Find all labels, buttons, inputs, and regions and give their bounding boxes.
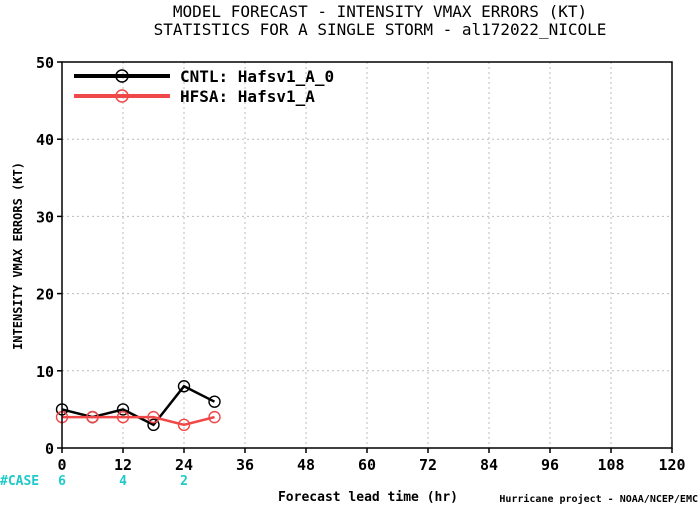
- hfsa-data-point: [116, 410, 130, 424]
- chart-subtitle: STATISTICS FOR A SINGLE STORM - al172022…: [154, 20, 607, 39]
- cntl-data-point: [177, 380, 191, 393]
- y-axis-label: INTENSITY VMAX ERRORS (KT): [11, 162, 25, 350]
- x-axis-label: Forecast lead time (hr): [278, 490, 458, 505]
- y-tick-label: 20: [36, 286, 54, 304]
- hfsa-legend-label: HFSA: Hafsv1_A: [180, 87, 315, 106]
- cntl-series-line: [61, 384, 216, 427]
- chart-title: MODEL FORECAST - INTENSITY VMAX ERRORS (…: [173, 2, 587, 21]
- x-tick-label: 24: [175, 456, 193, 474]
- case-label: #CASE: [0, 474, 39, 489]
- grid-lines: [62, 62, 672, 448]
- cntl-data-point: [116, 403, 130, 416]
- x-tick-label: 72: [419, 456, 437, 474]
- x-tick-label: 96: [541, 456, 559, 474]
- x-tick-label: 108: [597, 456, 624, 474]
- hfsa-data-point: [208, 410, 221, 424]
- hfsa-legend-marker: [115, 89, 129, 103]
- y-tick-label: 40: [36, 131, 54, 149]
- x-tick-label: 84: [480, 456, 498, 474]
- hfsa-data-point: [147, 410, 160, 424]
- x-tick-label: 120: [658, 456, 685, 474]
- y-tick-label: 10: [36, 363, 54, 381]
- series-layer: [55, 380, 221, 432]
- case-count: 2: [180, 474, 188, 489]
- y-tick-label: 0: [45, 440, 54, 458]
- case-count: 4: [119, 474, 127, 489]
- x-tick-label: 48: [297, 456, 315, 474]
- axis-ticks: 0 12 24 36 48 60 72 84 96 108 120 0 10 20 30 40 50: [36, 54, 686, 474]
- hfsa-series-line: [62, 415, 215, 427]
- case-count: 6: [58, 474, 66, 489]
- cntl-data-point: [147, 418, 160, 432]
- case-counts: 6 4 2: [58, 474, 188, 489]
- cntl-data-point: [208, 395, 221, 408]
- x-tick-label: 36: [236, 456, 254, 474]
- plot-frame: [61, 61, 673, 449]
- cntl-legend-label: CNTL: Hafsv1_A_0: [180, 67, 334, 86]
- x-tick-label: 0: [57, 456, 66, 474]
- y-tick-label: 50: [36, 54, 54, 72]
- hfsa-data-point: [86, 410, 99, 424]
- y-tick-label: 30: [36, 208, 54, 226]
- credit-text: Hurricane project - NOAA/NCEP/EMC: [499, 493, 698, 505]
- x-tick-label: 60: [358, 456, 376, 474]
- hfsa-data-point: [177, 418, 191, 432]
- x-tick-label: 12: [114, 456, 132, 474]
- cntl-legend-marker: [115, 69, 129, 83]
